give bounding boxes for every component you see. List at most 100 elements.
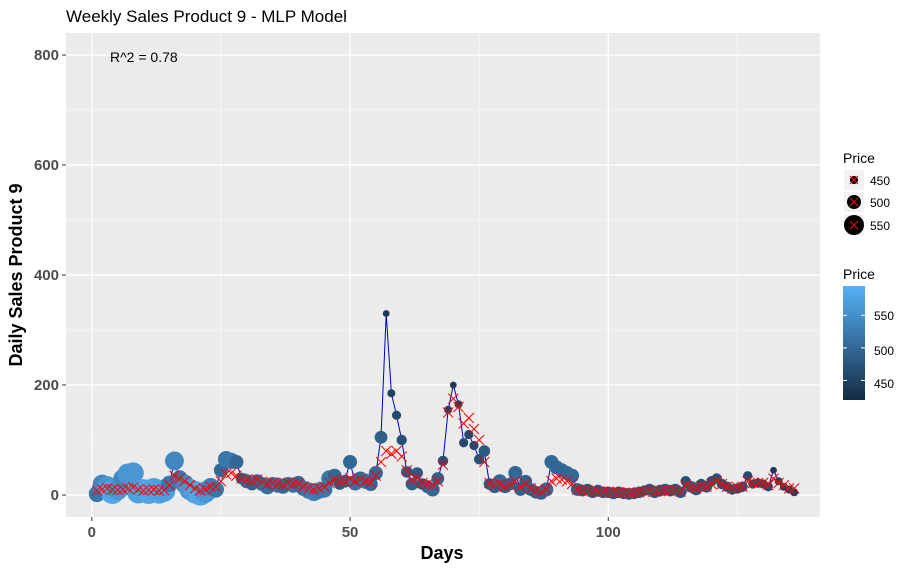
predicted-cross-stroke — [138, 485, 149, 496]
predicted-cross-stroke — [561, 475, 573, 487]
predicted-point — [520, 478, 531, 490]
predicted-cross-stroke — [618, 487, 630, 499]
y-tick-label: 800 — [34, 47, 59, 64]
predicted-cross-stroke — [153, 485, 165, 496]
predicted-cross-stroke — [757, 477, 769, 489]
actual-point — [459, 438, 469, 448]
size-legend-keys — [844, 170, 864, 235]
predicted-cross-stroke — [189, 483, 201, 494]
actual-point — [382, 310, 390, 317]
predicted-point — [447, 393, 459, 405]
actual-point — [431, 472, 445, 485]
actual-point — [444, 405, 453, 414]
predicted-cross-stroke — [143, 484, 154, 496]
color-legend-title: Price — [843, 266, 875, 282]
predicted-cross-stroke — [530, 485, 542, 496]
predicted-cross-stroke — [324, 477, 335, 489]
predicted-point — [370, 470, 382, 482]
predicted-cross-stroke — [484, 477, 495, 489]
predicted-cross-stroke — [344, 473, 356, 484]
y-tick-label: 0 — [51, 487, 59, 504]
predicted-cross-stroke — [520, 478, 531, 490]
predicted-cross-stroke — [623, 487, 635, 499]
size-legend-key-cross — [849, 197, 859, 207]
predicted-point — [174, 473, 185, 484]
predicted-point — [633, 486, 645, 498]
color-legend-label-450: 450 — [874, 377, 894, 391]
y-tick-label: 200 — [34, 377, 59, 394]
predicted-point — [577, 485, 588, 496]
predicted-cross-stroke — [365, 477, 377, 489]
predicted-cross-stroke — [179, 475, 191, 487]
predicted-cross-stroke — [711, 475, 723, 487]
predicted-cross-stroke — [148, 484, 160, 495]
actual-point — [165, 451, 184, 471]
predicted-crosses — [91, 393, 800, 499]
predicted-point — [432, 475, 444, 487]
x-tick-label: 100 — [596, 524, 621, 541]
predicted-point — [504, 479, 516, 491]
actual-point — [478, 445, 491, 457]
actual-point — [396, 434, 407, 446]
predicted-cross-stroke — [401, 464, 413, 476]
predicted-point — [179, 475, 191, 487]
predicted-cross-stroke — [664, 485, 676, 496]
y-axis-title: Daily Sales Product 9 — [6, 183, 26, 366]
size-legend-label-450: 450 — [870, 174, 890, 188]
predicted-point — [468, 423, 480, 435]
actual-point — [229, 455, 244, 469]
actual-point — [763, 482, 773, 492]
x-axis-title: Days — [420, 543, 463, 563]
actual-point — [122, 462, 144, 484]
predicted-cross-stroke — [752, 477, 764, 489]
predicted-cross-stroke — [742, 475, 754, 487]
color-legend-label-550: 550 — [874, 309, 894, 323]
actual-point — [207, 481, 224, 498]
actual-point — [770, 466, 777, 474]
predicted-cross-stroke — [773, 477, 785, 489]
predicted-cross-stroke — [205, 481, 216, 493]
actual-point — [449, 381, 457, 389]
predicted-cross-stroke — [174, 473, 185, 484]
predicted-point — [592, 486, 604, 498]
predicted-cross-stroke — [282, 477, 294, 489]
predicted-cross-stroke — [318, 481, 330, 493]
predicted-cross-stroke — [391, 445, 402, 457]
actual-point — [411, 467, 423, 479]
predicted-cross-stroke — [649, 486, 661, 498]
predicted-cross-stroke — [577, 485, 588, 496]
predicted-cross-stroke — [251, 474, 263, 485]
predicted-cross-stroke — [494, 478, 506, 490]
actual-point — [368, 466, 383, 480]
predicted-point — [437, 459, 449, 471]
size-legend-title: Price — [843, 150, 875, 166]
predicted-cross-stroke — [437, 459, 449, 471]
predicted-cross-stroke — [256, 476, 268, 488]
predicted-point — [783, 483, 795, 494]
predicted-point — [494, 478, 506, 490]
predicted-cross-stroke — [515, 481, 526, 493]
predicted-point — [200, 484, 211, 495]
predicted-cross-stroke — [334, 475, 346, 487]
predicted-cross-stroke — [422, 478, 433, 490]
predicted-point — [716, 478, 728, 490]
predicted-point — [478, 456, 490, 468]
predicted-cross-stroke — [463, 412, 475, 424]
predicted-point — [711, 475, 723, 487]
predicted-cross-stroke — [747, 477, 759, 489]
predicted-cross-stroke — [101, 483, 113, 494]
predicted-cross-stroke — [447, 393, 459, 405]
predicted-cross-stroke — [411, 473, 423, 484]
predicted-point — [732, 481, 743, 493]
predicted-cross-stroke — [597, 486, 609, 498]
axis-ticks: 0 200 400 600 800 0 50 100 — [34, 47, 621, 541]
predicted-cross-stroke — [680, 479, 692, 491]
predicted-cross-stroke — [654, 485, 666, 497]
predicted-cross-stroke — [732, 481, 743, 493]
predicted-point — [231, 470, 242, 482]
color-legend: Price 550 500 450 — [843, 266, 894, 400]
predicted-point — [380, 445, 392, 457]
actual-point — [387, 389, 396, 398]
predicted-cross-stroke — [200, 484, 211, 495]
